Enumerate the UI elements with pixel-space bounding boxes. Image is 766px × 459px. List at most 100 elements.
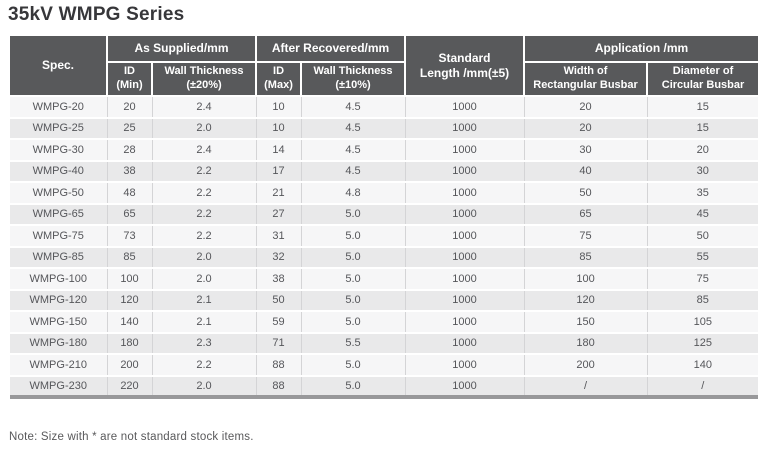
- table-body: WMPG-20 20 2.4 10 4.5 1000 20 15 WMPG-25 25 2.0 10 4…: [10, 96, 759, 399]
- cell-id-min: 100: [107, 268, 153, 291]
- cell-spec: WMPG-20: [10, 96, 108, 119]
- cell-width-rectangular-busbar: 85: [524, 246, 648, 269]
- cell-standard-length: 1000: [405, 182, 525, 205]
- table-row: WMPG-210 200 2.2 88 5.0 1000 200 140: [10, 354, 759, 377]
- cell-id-min: 200: [107, 354, 153, 377]
- header-width-rect-line2: Rectangular Busbar: [533, 79, 638, 91]
- header-id-max-line2: (Max): [264, 79, 293, 91]
- header-id-min: ID (Min): [107, 61, 153, 97]
- footer-note: Note: Size with * are not standard stock…: [9, 431, 254, 443]
- cell-width-rectangular-busbar: 20: [524, 96, 648, 119]
- cell-wall-thickness-10: 4.8: [301, 182, 406, 205]
- cell-id-min: 140: [107, 311, 153, 334]
- table-row: WMPG-50 48 2.2 21 4.8 1000 50 35: [10, 182, 759, 205]
- cell-wall-thickness-20: 2.4: [152, 96, 257, 119]
- cell-standard-length: 1000: [405, 332, 525, 355]
- header-wall-thickness-10-line2: (±10%): [335, 79, 371, 91]
- table-row: WMPG-100 100 2.0 38 5.0 1000 100 75: [10, 268, 759, 291]
- header-standard-length-line1: Standard: [438, 50, 491, 65]
- header-id-max-line1: ID: [273, 65, 285, 78]
- page-title: 35kV WMPG Series: [8, 4, 185, 25]
- cell-spec: WMPG-65: [10, 203, 108, 226]
- cell-id-max: 88: [256, 375, 302, 399]
- cell-spec: WMPG-230: [10, 375, 108, 399]
- cell-standard-length: 1000: [405, 160, 525, 183]
- cell-id-max: 17: [256, 160, 302, 183]
- cell-width-rectangular-busbar: 20: [524, 117, 648, 140]
- cell-id-min: 20: [107, 96, 153, 119]
- cell-id-max: 27: [256, 203, 302, 226]
- cell-id-max: 50: [256, 289, 302, 312]
- cell-id-min: 25: [107, 117, 153, 140]
- cell-spec: WMPG-75: [10, 225, 108, 248]
- cell-wall-thickness-20: 2.0: [152, 246, 257, 269]
- cell-wall-thickness-10: 5.0: [301, 203, 406, 226]
- header-diameter-circular-busbar: Diameter of Circular Busbar: [646, 61, 759, 97]
- cell-diameter-circular-busbar: 35: [647, 182, 759, 205]
- cell-wall-thickness-20: 2.2: [152, 160, 257, 183]
- cell-id-max: 21: [256, 182, 302, 205]
- cell-wall-thickness-10: 5.0: [301, 289, 406, 312]
- cell-spec: WMPG-150: [10, 311, 108, 334]
- cell-wall-thickness-20: 2.4: [152, 139, 257, 162]
- cell-spec: WMPG-210: [10, 354, 108, 377]
- table-row: WMPG-180 180 2.3 71 5.5 1000 180 125: [10, 332, 759, 355]
- header-application: Application /mm: [523, 36, 759, 63]
- cell-id-max: 10: [256, 96, 302, 119]
- cell-id-min: 38: [107, 160, 153, 183]
- cell-spec: WMPG-85: [10, 246, 108, 269]
- header-id-min-line2: (Min): [116, 79, 143, 91]
- cell-wall-thickness-20: 2.1: [152, 289, 257, 312]
- table-row: WMPG-65 65 2.2 27 5.0 1000 65 45: [10, 203, 759, 226]
- cell-id-min: 73: [107, 225, 153, 248]
- cell-width-rectangular-busbar: 75: [524, 225, 648, 248]
- cell-width-rectangular-busbar: 200: [524, 354, 648, 377]
- header-spec: Spec.: [10, 36, 108, 97]
- cell-wall-thickness-10: 4.5: [301, 160, 406, 183]
- cell-spec: WMPG-40: [10, 160, 108, 183]
- table-row: WMPG-150 140 2.1 59 5.0 1000 150 105: [10, 311, 759, 334]
- cell-diameter-circular-busbar: 30: [647, 160, 759, 183]
- cell-standard-length: 1000: [405, 311, 525, 334]
- cell-spec: WMPG-30: [10, 139, 108, 162]
- header-standard-length: Standard Length /mm(±5): [404, 36, 526, 97]
- header-width-rectangular-busbar: Width of Rectangular Busbar: [523, 61, 649, 97]
- cell-id-max: 10: [256, 117, 302, 140]
- cell-diameter-circular-busbar: 15: [647, 96, 759, 119]
- cell-spec: WMPG-120: [10, 289, 108, 312]
- header-group-row: Spec. As Supplied/mm After Recovered/mm …: [10, 36, 759, 97]
- cell-wall-thickness-20: 2.1: [152, 311, 257, 334]
- header-standard-length-line2: Length /mm(±5): [419, 65, 510, 80]
- header-wall-thickness-20-line1: Wall Thickness: [164, 65, 244, 78]
- cell-id-min: 120: [107, 289, 153, 312]
- cell-id-min: 180: [107, 332, 153, 355]
- header-width-rect-line1: Width of: [563, 65, 608, 78]
- header-sub-row: ID (Min) Wall Thickness (±20%) ID (Max) …: [10, 61, 759, 97]
- cell-id-min: 85: [107, 246, 153, 269]
- cell-diameter-circular-busbar: 85: [647, 289, 759, 312]
- header-wall-thickness-20: Wall Thickness (±20%): [150, 61, 258, 97]
- cell-wall-thickness-10: 4.5: [301, 117, 406, 140]
- cell-wall-thickness-10: 5.0: [301, 268, 406, 291]
- header-as-supplied: As Supplied/mm: [105, 36, 258, 63]
- table-row: WMPG-85 85 2.0 32 5.0 1000 85 55: [10, 246, 759, 269]
- cell-width-rectangular-busbar: 65: [524, 203, 648, 226]
- cell-wall-thickness-10: 4.5: [301, 96, 406, 119]
- cell-id-min: 220: [107, 375, 153, 399]
- cell-wall-thickness-10: 5.5: [301, 332, 406, 355]
- cell-width-rectangular-busbar: 40: [524, 160, 648, 183]
- cell-id-max: 38: [256, 268, 302, 291]
- table-row: WMPG-40 38 2.2 17 4.5 1000 40 30: [10, 160, 759, 183]
- cell-wall-thickness-10: 5.0: [301, 375, 406, 399]
- cell-diameter-circular-busbar: 50: [647, 225, 759, 248]
- cell-width-rectangular-busbar: 100: [524, 268, 648, 291]
- cell-id-max: 88: [256, 354, 302, 377]
- cell-standard-length: 1000: [405, 354, 525, 377]
- cell-wall-thickness-20: 2.0: [152, 375, 257, 399]
- header-id-min-line1: ID: [124, 65, 135, 78]
- cell-id-max: 71: [256, 332, 302, 355]
- cell-standard-length: 1000: [405, 96, 525, 119]
- cell-width-rectangular-busbar: 30: [524, 139, 648, 162]
- cell-width-rectangular-busbar: 50: [524, 182, 648, 205]
